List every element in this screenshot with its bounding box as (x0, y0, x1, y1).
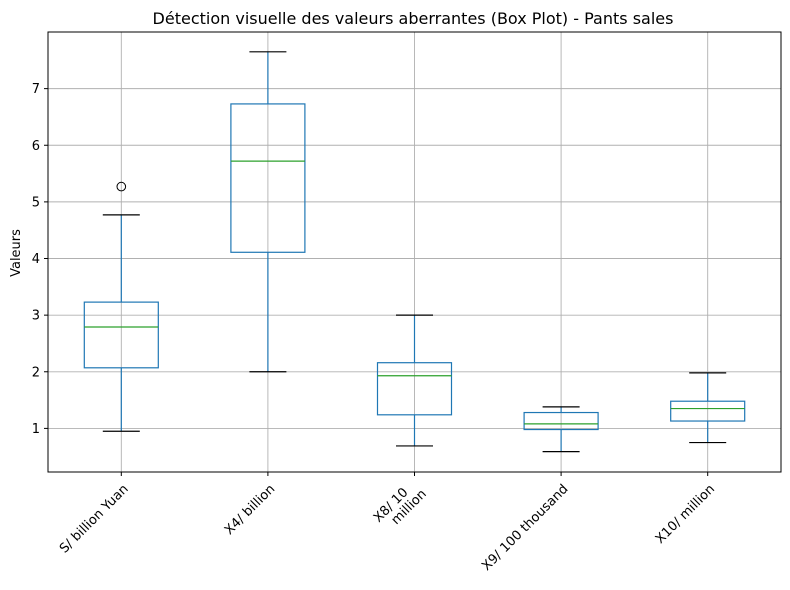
axes-layer: 1 2 3 4 5 6 7 S/ billion Yuan X4/ billion X8/ 10m… (32, 82, 718, 574)
box-group (376, 314, 453, 447)
plot-area-frame (47, 31, 782, 473)
box-group (523, 406, 599, 453)
y-tick-label: 5 (32, 195, 40, 210)
box-iqr (230, 103, 306, 253)
y-axis-label: Valeurs (9, 229, 24, 277)
box-iqr (83, 301, 159, 369)
box-group (230, 51, 306, 373)
chart-title: Détection visuelle des valeurs aberrante… (153, 9, 674, 28)
box-group (83, 181, 159, 432)
y-tick-label: 7 (32, 82, 40, 97)
x-tick-label: X8/ 10million (371, 477, 430, 536)
box-iqr (523, 411, 599, 431)
y-tick-label: 2 (32, 365, 40, 380)
x-tick-label: X10/ million (653, 482, 718, 547)
grid-lines (48, 32, 781, 472)
y-tick-label: 6 (32, 139, 40, 154)
y-tick-label: 3 (32, 309, 40, 324)
box-iqr (670, 400, 746, 422)
x-tick-label: S/ billion Yuan (57, 482, 132, 557)
boxes-layer (83, 51, 746, 453)
x-tick-label: X4/ billion (222, 482, 278, 538)
outlier-point (116, 181, 127, 192)
y-tick-label: 1 (32, 422, 40, 437)
box-group (670, 372, 746, 444)
x-tick-label: X9/ 100 thousand (479, 482, 571, 574)
y-tick-label: 4 (32, 252, 40, 267)
box-iqr (376, 362, 453, 416)
